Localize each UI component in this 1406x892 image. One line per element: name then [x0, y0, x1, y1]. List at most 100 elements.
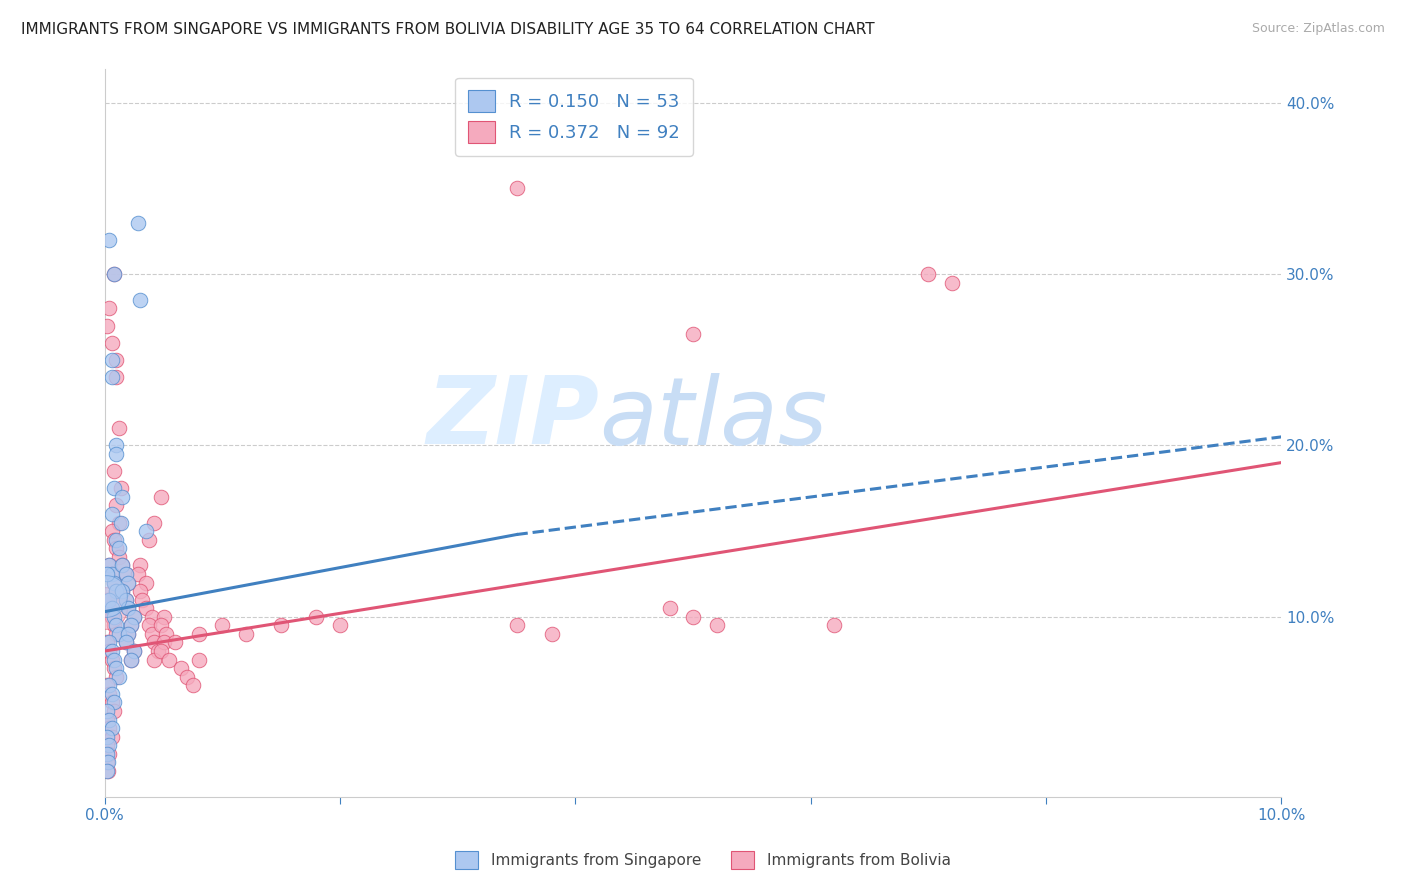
Point: [187, 652, 209, 666]
Point: [96, 747, 118, 761]
Point: [270, 618, 292, 632]
Point: [122, 609, 145, 624]
Point: [100, 352, 122, 367]
Point: [105, 438, 128, 452]
Point: [98, 558, 121, 573]
Point: [170, 661, 193, 675]
Point: [150, 644, 173, 658]
Point: [115, 635, 138, 649]
Point: [98, 721, 121, 735]
Point: [103, 609, 125, 624]
Point: [103, 575, 125, 590]
Point: [96, 704, 118, 718]
Point: [117, 601, 139, 615]
Point: [117, 627, 139, 641]
Point: [823, 618, 845, 632]
Point: [94, 601, 117, 615]
Point: [120, 652, 142, 666]
Point: [129, 293, 152, 307]
Point: [103, 267, 125, 281]
Point: [111, 584, 134, 599]
Point: [157, 652, 180, 666]
Point: [941, 276, 963, 290]
Point: [96, 592, 118, 607]
Point: [111, 584, 134, 599]
Point: [505, 618, 527, 632]
Point: [105, 533, 128, 547]
Point: [111, 558, 134, 573]
Point: [100, 335, 122, 350]
Point: [98, 635, 121, 649]
Point: [107, 549, 129, 564]
Point: [103, 661, 125, 675]
Point: [96, 318, 118, 333]
Point: [115, 566, 138, 581]
Point: [103, 704, 125, 718]
Point: [98, 644, 121, 658]
Point: [165, 635, 187, 649]
Point: [706, 618, 728, 632]
Point: [100, 644, 122, 658]
Point: [135, 524, 157, 538]
Point: [103, 481, 125, 495]
Point: [138, 533, 160, 547]
Point: [305, 609, 328, 624]
Point: [122, 609, 145, 624]
Point: [111, 558, 134, 573]
Point: [505, 181, 527, 195]
Point: [110, 481, 132, 495]
Point: [98, 713, 121, 727]
Point: [103, 618, 125, 632]
Point: [103, 652, 125, 666]
Point: [115, 592, 138, 607]
Point: [105, 627, 128, 641]
Point: [122, 644, 145, 658]
Point: [96, 730, 118, 744]
Point: [100, 652, 122, 666]
Point: [105, 370, 128, 384]
Point: [103, 695, 125, 709]
Text: atlas: atlas: [599, 373, 827, 464]
Point: [117, 627, 139, 641]
Point: [107, 670, 129, 684]
Point: [100, 370, 122, 384]
Point: [211, 618, 233, 632]
Point: [103, 533, 125, 547]
Point: [187, 627, 209, 641]
Point: [100, 524, 122, 538]
Point: [100, 507, 122, 521]
Point: [146, 644, 169, 658]
Point: [94, 589, 117, 603]
Point: [107, 541, 129, 556]
Point: [96, 764, 118, 778]
Point: [105, 618, 128, 632]
Point: [100, 566, 122, 581]
Point: [155, 627, 177, 641]
Point: [127, 566, 149, 581]
Point: [110, 516, 132, 530]
Point: [100, 721, 122, 735]
Point: [120, 618, 142, 632]
Point: [152, 609, 174, 624]
Point: [100, 687, 122, 701]
Point: [105, 584, 128, 599]
Legend: R = 0.150   N = 53, R = 0.372   N = 92: R = 0.150 N = 53, R = 0.372 N = 92: [456, 78, 693, 156]
Point: [105, 670, 128, 684]
Point: [143, 652, 166, 666]
Point: [111, 490, 134, 504]
Point: [141, 627, 163, 641]
Point: [122, 644, 145, 658]
Point: [105, 584, 128, 599]
Point: [96, 756, 118, 770]
Point: [235, 627, 257, 641]
Point: [98, 558, 121, 573]
Point: [135, 575, 157, 590]
Point: [105, 447, 128, 461]
Point: [98, 739, 121, 753]
Point: [115, 566, 138, 581]
Point: [97, 764, 120, 778]
Point: [98, 592, 121, 607]
Point: [103, 575, 125, 590]
Point: [98, 301, 121, 316]
Point: [107, 421, 129, 435]
